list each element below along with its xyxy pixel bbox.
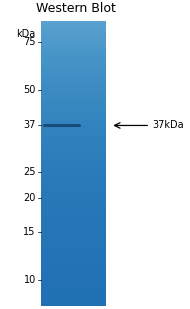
Text: 20: 20 xyxy=(23,193,36,203)
Text: 50: 50 xyxy=(23,85,36,95)
Text: Western Blot: Western Blot xyxy=(36,2,116,15)
Text: kDa: kDa xyxy=(17,29,36,39)
Text: 37: 37 xyxy=(23,121,36,130)
Text: 25: 25 xyxy=(23,167,36,177)
Text: 10: 10 xyxy=(24,275,36,285)
Text: 75: 75 xyxy=(23,37,36,47)
Text: 15: 15 xyxy=(23,227,36,237)
Text: 37kDa: 37kDa xyxy=(152,121,184,130)
